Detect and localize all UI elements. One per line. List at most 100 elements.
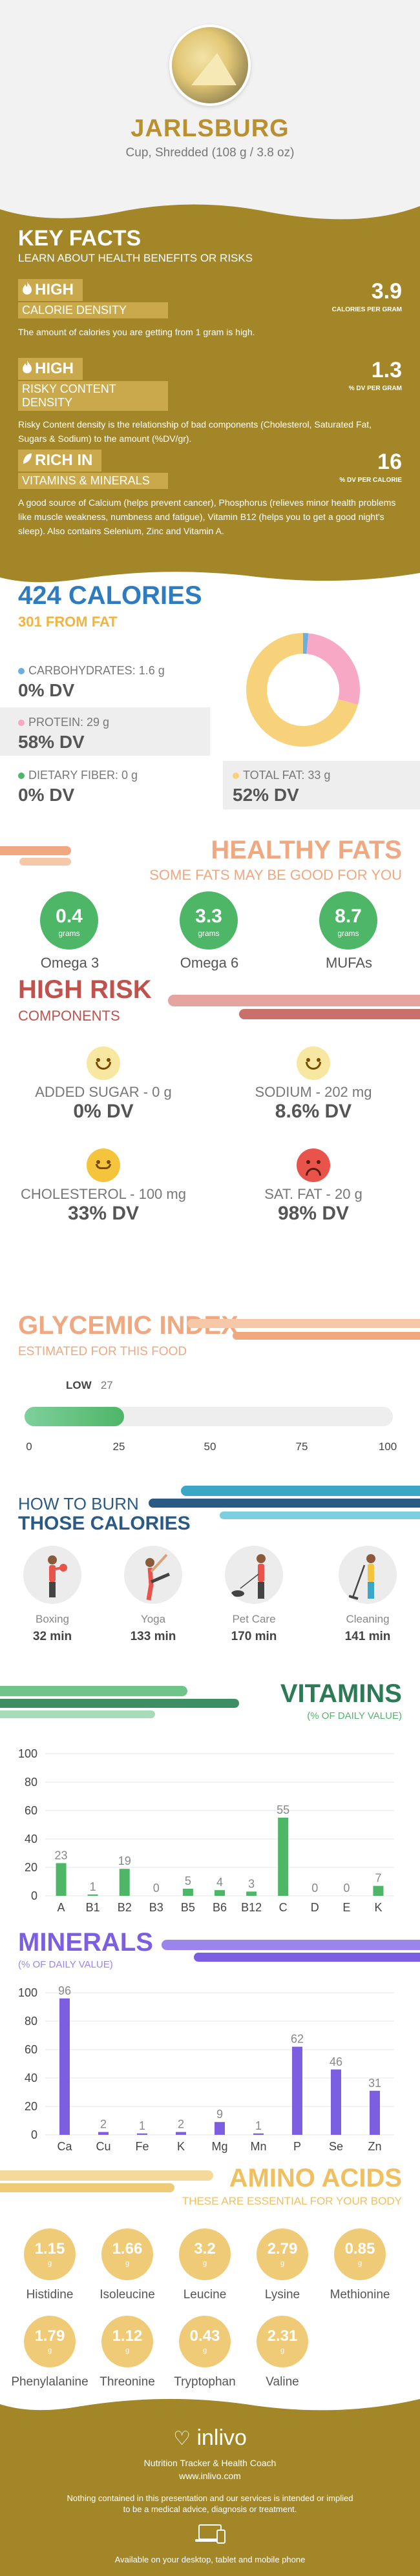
x-tick-label: A xyxy=(58,1901,65,1914)
x-tick-label: B5 xyxy=(181,1901,195,1914)
key-facts-section: KEY FACTS LEARN ABOUT HEALTH BENEFITS OR… xyxy=(0,193,420,568)
vitamins-bar-chart: 0 20 40 60 80 100 23 A 1 B1 19 B2 0 B3 5 B5 4 B6 3 B12 55 C 0 D… xyxy=(18,1747,394,1914)
fiber-dv: 0% DV xyxy=(18,785,75,805)
omega3-label: Omega 3 xyxy=(40,955,100,971)
fact-risky-content: HIGH RISKY CONTENT DENSITY 1.3 % DV PER … xyxy=(18,358,406,446)
x-tick-label: B6 xyxy=(213,1901,227,1914)
risk-cholesterol: CHOLESTEROL - 100 mg 33% DV xyxy=(6,1148,200,1225)
gi-tick: 100 xyxy=(378,1440,397,1453)
bar-C xyxy=(278,1818,289,1896)
decor-stripe xyxy=(162,1940,420,1950)
decor-stripe xyxy=(233,1332,420,1340)
gi-tick: 75 xyxy=(295,1440,308,1453)
fact-unit: % DV PER CALORIE xyxy=(339,477,402,484)
amino-tryptophan: 0.43 g Tryptophan xyxy=(166,2316,244,2389)
x-tick-label: D xyxy=(311,1901,319,1914)
calories-from-fat: 301 FROM FAT xyxy=(18,614,118,630)
key-facts-subtitle: LEARN ABOUT HEALTH BENEFITS OR RISKS xyxy=(18,252,253,264)
activity-cleaning: Cleaning 141 min xyxy=(329,1546,406,1644)
fact-name: VITAMINS & MINERALS xyxy=(18,473,168,489)
bar-value-label: 19 xyxy=(118,1854,131,1867)
x-tick-label: Mn xyxy=(250,2140,266,2153)
minerals-bar-chart: 0 20 40 60 80 100 96 Ca 2 Cu 1 Fe 2 K 9 Mg 1 Mn 62 P 46 Se 31 Z… xyxy=(18,1984,394,2153)
devices-icon xyxy=(195,2524,226,2544)
amino-name: Leucine xyxy=(183,2288,227,2301)
x-tick-label: Mg xyxy=(211,2140,227,2153)
amino-valine: 2.31 g Valine xyxy=(244,2316,321,2389)
healthy-fats-title: HEALTHY FATS xyxy=(211,836,402,864)
y-tick-label: 60 xyxy=(25,1804,37,1817)
burn-title-bottom: THOSE CALORIES xyxy=(18,1513,191,1534)
bar-value-label: 1 xyxy=(255,2119,262,2132)
gi-tick: 0 xyxy=(26,1440,32,1453)
fact-level-badge: HIGH xyxy=(18,358,83,380)
bar-value-label: 1 xyxy=(139,2119,145,2132)
risk-sat-fat: SAT. FAT - 20 g 98% DV xyxy=(216,1148,410,1225)
activity-boxing: Boxing 32 min xyxy=(14,1546,91,1644)
minerals-title: MINERALS xyxy=(18,1928,153,1957)
bar-B5 xyxy=(182,1889,193,1896)
brand-logo[interactable]: ♡ inlivo xyxy=(173,2425,247,2450)
bar-Mg xyxy=(215,2122,225,2135)
vitamins-subtitle: (% OF DAILY VALUE) xyxy=(307,1710,402,1721)
fact-name: CALORIE DENSITY xyxy=(18,302,168,318)
amino-name: Phenylalanine xyxy=(11,2375,89,2389)
bar-value-label: 62 xyxy=(291,2033,304,2046)
glycemic-bar-fill xyxy=(25,1407,124,1426)
calories-total: 424 CALORIES xyxy=(18,581,202,610)
bar-K xyxy=(176,2132,186,2135)
nutrient-protein: PROTEIN: 29 g 58% DV xyxy=(18,716,110,752)
x-tick-label: Ca xyxy=(57,2140,72,2153)
protein-background xyxy=(0,707,210,756)
fact-description: Risky Content density is the relationshi… xyxy=(18,419,372,444)
bar-value-label: 96 xyxy=(58,1984,71,1997)
fat-dv: 52% DV xyxy=(233,785,299,805)
amino-name: Isoleucine xyxy=(100,2288,155,2301)
disclaimer-line: Nothing contained in this presentation a… xyxy=(67,2493,353,2503)
decor-stripe xyxy=(0,1710,155,1718)
glycemic-subtitle: ESTIMATED FOR THIS FOOD xyxy=(18,1345,187,1358)
cleaning-icon xyxy=(339,1546,397,1604)
amino-name: Threonine xyxy=(100,2375,155,2389)
bar-value-label: 55 xyxy=(277,1803,289,1816)
brand-url[interactable]: www.inlivo.com xyxy=(179,2471,241,2481)
amino-name: Methionine xyxy=(330,2288,390,2301)
decor-stripe xyxy=(220,1511,420,1519)
x-tick-label: P xyxy=(293,2140,301,2153)
donut-slice-protein xyxy=(306,633,360,705)
boxing-icon xyxy=(23,1546,81,1604)
omega3-bubble: 0.4 grams xyxy=(40,891,100,951)
burn-title-top: HOW TO BURN xyxy=(18,1494,139,1513)
bar-value-label: 0 xyxy=(311,1882,318,1895)
y-tick-label: 40 xyxy=(25,1833,37,1845)
x-tick-label: K xyxy=(177,2140,185,2153)
decor-stripe xyxy=(194,1953,420,1962)
x-tick-label: C xyxy=(279,1901,288,1914)
bar-A xyxy=(56,1863,67,1896)
fact-vitamins-minerals: RICH IN VITAMINS & MINERALS 16 % DV PER … xyxy=(18,450,406,538)
fact-unit: CALORIES PER GRAM xyxy=(331,306,402,313)
dog-walking-icon xyxy=(225,1546,283,1604)
bar-Cu xyxy=(98,2132,109,2135)
bar-value-label: 23 xyxy=(55,1849,68,1862)
carbs-dv: 0% DV xyxy=(18,680,75,700)
happy-face-icon xyxy=(297,1046,330,1080)
fact-description: The amount of calories you are getting f… xyxy=(18,327,255,337)
header: JARLSBURG Cup, Shredded (108 g / 3.8 oz) xyxy=(0,0,420,194)
amino-acids-section: AMINO ACIDS THESE ARE ESSENTIAL FOR YOUR… xyxy=(0,2164,420,2393)
wave-divider xyxy=(0,2393,420,2411)
decor-stripe xyxy=(0,2170,213,2181)
y-tick-label: 40 xyxy=(25,2072,37,2084)
serving-size: Cup, Shredded (108 g / 3.8 oz) xyxy=(125,146,295,160)
wave-divider xyxy=(0,568,420,583)
bar-value-label: 31 xyxy=(368,2077,381,2090)
amino-subtitle: THESE ARE ESSENTIAL FOR YOUR BODY xyxy=(182,2195,402,2207)
x-tick-label: B2 xyxy=(118,1901,132,1914)
x-tick-label: Cu xyxy=(96,2140,110,2153)
food-photo xyxy=(169,25,251,106)
amino-name: Histidine xyxy=(26,2288,74,2301)
amino-lysine: 2.79 g Lysine xyxy=(244,2228,321,2302)
risk-sodium: SODIUM - 202 mg 8.6% DV xyxy=(216,1046,410,1123)
omega6-label: Omega 6 xyxy=(180,955,239,971)
amino-threonine: 1.12 g Threonine xyxy=(89,2316,166,2389)
